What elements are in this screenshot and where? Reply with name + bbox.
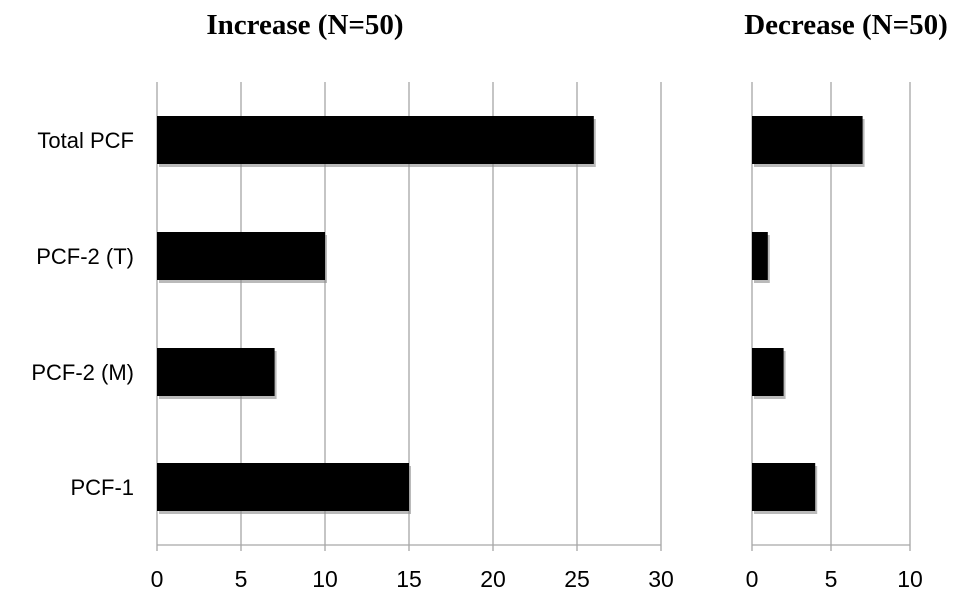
category-labels: Total PCF PCF-2 (T) PCF-2 (M) PCF-1 <box>31 128 134 500</box>
increase-tick-label: 25 <box>564 566 590 592</box>
increase-bar-pcf-2-t <box>157 232 325 280</box>
increase-chart-title: Increase (N=50) <box>206 9 403 41</box>
increase-bar-pcf-1 <box>157 463 409 511</box>
increase-bar-pcf-2-m <box>157 348 275 396</box>
decrease-bar-pcf-2-m <box>752 348 784 396</box>
category-label-total-pcf: Total PCF <box>37 128 134 153</box>
category-label-pcf-2-m: PCF-2 (M) <box>31 360 134 385</box>
category-label-pcf-2-t: PCF-2 (T) <box>36 244 134 269</box>
increase-chart: 0 5 10 15 20 25 30 <box>151 82 674 592</box>
decrease-bar-total-pcf <box>752 116 863 164</box>
decrease-bar-pcf-1 <box>752 463 816 511</box>
decrease-chart-title: Decrease (N=50) <box>744 9 948 41</box>
decrease-bar-pcf-2-t <box>752 232 768 280</box>
increase-tick-label: 20 <box>480 566 506 592</box>
decrease-tick-label: 5 <box>825 566 838 592</box>
increase-tick-label: 5 <box>235 566 248 592</box>
increase-tick-label: 30 <box>648 566 674 592</box>
category-label-pcf-1: PCF-1 <box>70 475 134 500</box>
increase-tick-label: 0 <box>151 566 164 592</box>
increase-tick-label: 10 <box>312 566 338 592</box>
decrease-tick-label: 0 <box>746 566 759 592</box>
decrease-chart: 0 5 10 <box>746 82 923 592</box>
increase-tick-label: 15 <box>396 566 422 592</box>
increase-bar-total-pcf <box>157 116 594 164</box>
decrease-tick-label: 10 <box>897 566 923 592</box>
